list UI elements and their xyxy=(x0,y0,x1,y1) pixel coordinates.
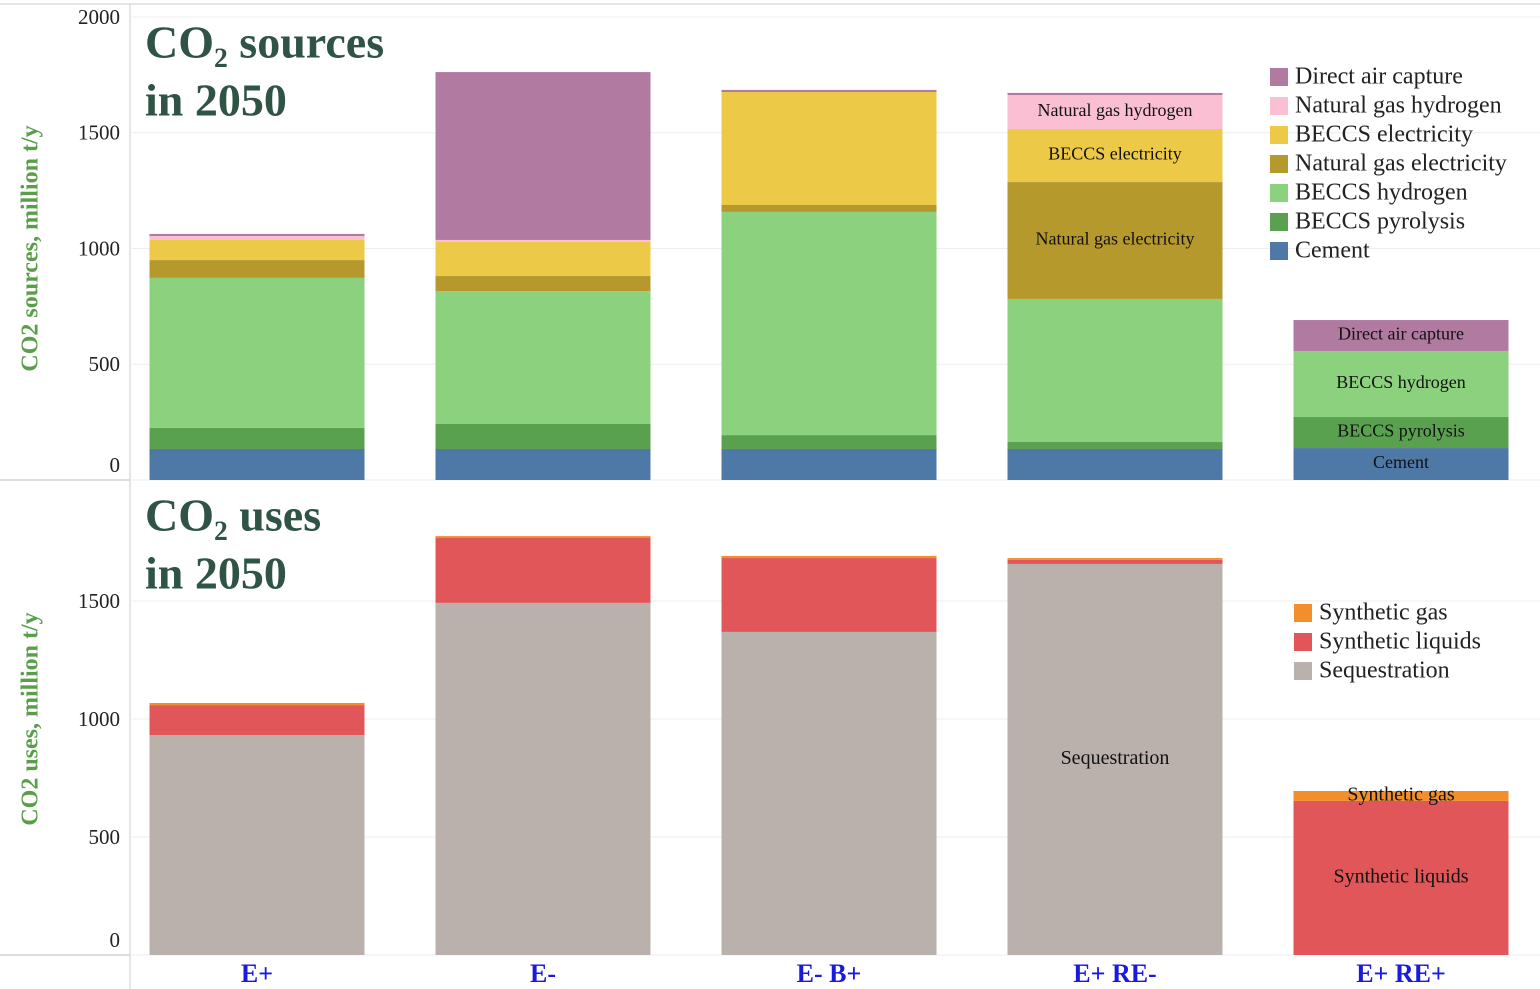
y-tick-label: 500 xyxy=(89,825,121,849)
legend-swatch xyxy=(1294,633,1312,651)
legend-swatch xyxy=(1294,662,1312,680)
bar-segment xyxy=(435,537,651,603)
legend-label: Sequestration xyxy=(1319,658,1450,684)
legend-label: Cement xyxy=(1295,238,1370,264)
bar-segment xyxy=(721,92,937,205)
bar-segment xyxy=(1007,298,1223,443)
segment-label: Sequestration xyxy=(1061,747,1170,769)
segment-label: BECCS hydrogen xyxy=(1336,372,1466,392)
bar-segment xyxy=(1293,790,1509,801)
bar-segment xyxy=(1293,417,1509,449)
bar-segment xyxy=(149,260,365,278)
bar-segment xyxy=(1293,448,1509,480)
legend-label: Natural gas hydrogen xyxy=(1295,93,1502,119)
bar-segment xyxy=(149,702,365,706)
bar-segment xyxy=(1007,448,1223,480)
legend-swatch xyxy=(1294,604,1312,622)
chart-title: in 2050 xyxy=(145,75,287,126)
y-tick-label: 2000 xyxy=(78,5,120,29)
bar-segment xyxy=(435,291,651,424)
legend-label: BECCS pyrolysis xyxy=(1295,209,1465,235)
legend-swatch xyxy=(1270,97,1288,115)
bar-segment xyxy=(1293,351,1509,418)
legend-label: BECCS hydrogen xyxy=(1295,180,1468,206)
chart-title: CO₂ uses xyxy=(145,490,321,541)
x-tick-label: E- B+ xyxy=(797,959,862,988)
bar-segment xyxy=(435,239,651,243)
segment-label: Direct air capture xyxy=(1338,324,1464,344)
bar-segment xyxy=(149,735,365,955)
bar-segment xyxy=(1007,563,1223,955)
bar-segment xyxy=(149,427,365,449)
bar-segment xyxy=(721,631,937,955)
bar-segment xyxy=(1007,95,1223,130)
bar-segment xyxy=(149,235,365,240)
bar-segment xyxy=(149,277,365,428)
segment-label: BECCS electricity xyxy=(1048,144,1181,164)
bar-segment xyxy=(435,276,651,292)
segment-label: Natural gas electricity xyxy=(1036,229,1195,249)
bar-segment xyxy=(721,89,937,93)
bar-segment xyxy=(435,448,651,480)
bar-segment xyxy=(721,204,937,212)
bar-segment xyxy=(1007,129,1223,183)
segment-label: Cement xyxy=(1373,452,1429,472)
legend-swatch xyxy=(1270,213,1288,231)
x-tick-label: E+ xyxy=(241,959,273,988)
legend-label: Synthetic gas xyxy=(1319,600,1448,626)
legend-swatch xyxy=(1270,242,1288,260)
bar-segment xyxy=(1007,558,1223,560)
bar-segment xyxy=(1007,182,1223,299)
y-tick-label: 1500 xyxy=(78,121,120,145)
legend-swatch xyxy=(1270,184,1288,202)
legend-label: Direct air capture xyxy=(1295,64,1463,90)
bar-segment xyxy=(435,423,651,449)
segment-label: Natural gas hydrogen xyxy=(1038,100,1193,120)
bar-segment xyxy=(721,435,937,449)
y-tick-label: 1000 xyxy=(78,707,120,731)
y-axis-label: CO2 uses, million t/y xyxy=(18,612,44,825)
y-tick-label: 500 xyxy=(89,352,121,376)
bar-segment xyxy=(1007,559,1223,564)
bar-segment xyxy=(721,211,937,436)
chart-title: CO₂ sources xyxy=(145,17,384,68)
bar-segment xyxy=(149,233,365,236)
chart-title: in 2050 xyxy=(145,548,287,599)
legend-swatch xyxy=(1270,126,1288,144)
legend-swatch xyxy=(1270,155,1288,173)
segment-label: Synthetic liquids xyxy=(1334,866,1469,888)
segment-label: BECCS pyrolysis xyxy=(1337,421,1465,441)
legend-label: Synthetic liquids xyxy=(1319,629,1481,655)
y-tick-label: 0 xyxy=(110,928,121,952)
bar-segment xyxy=(1007,92,1223,96)
bar-segment xyxy=(149,705,365,736)
bar-segment xyxy=(435,242,651,277)
bar-segment xyxy=(1293,800,1509,955)
bar-segment xyxy=(1007,442,1223,449)
bar-segment xyxy=(1293,320,1509,352)
x-tick-label: E+ RE- xyxy=(1073,959,1156,988)
y-tick-label: 1000 xyxy=(78,236,120,260)
bar-segment xyxy=(435,72,651,240)
bar-segment xyxy=(721,555,937,559)
bar-segment xyxy=(721,448,937,480)
legend-label: Natural gas electricity xyxy=(1295,151,1507,177)
bar-segment xyxy=(435,536,651,538)
bar-segment xyxy=(435,602,651,955)
legend-label: BECCS electricity xyxy=(1295,122,1473,148)
segment-label: Synthetic gas xyxy=(1347,784,1454,806)
legend-swatch xyxy=(1270,68,1288,86)
bar-segment xyxy=(149,448,365,480)
x-tick-label: E- xyxy=(530,959,556,988)
y-tick-label: 1500 xyxy=(78,589,120,613)
y-tick-label: 0 xyxy=(110,453,121,477)
bar-segment xyxy=(149,239,365,261)
bar-segment xyxy=(721,558,937,632)
x-tick-label: E+ RE+ xyxy=(1356,959,1446,988)
y-axis-label: CO2 sources, million t/y xyxy=(18,125,44,371)
